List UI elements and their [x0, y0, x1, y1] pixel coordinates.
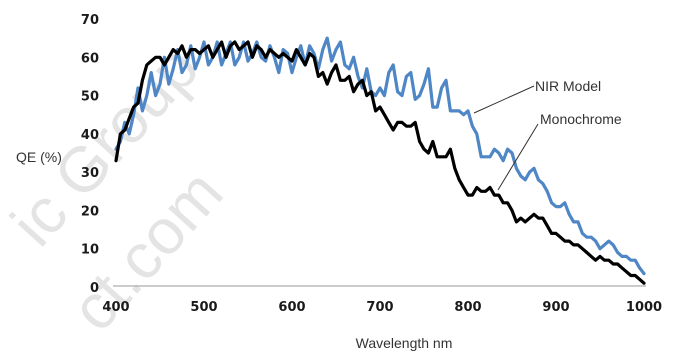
y-tick-label: 70 — [81, 13, 99, 28]
series-line-nir-model — [114, 36, 646, 276]
x-tick-label: 800 — [454, 300, 481, 315]
y-tick-label: 60 — [81, 51, 99, 66]
y-tick-label: 50 — [81, 90, 99, 105]
nir-model-leader-line — [473, 85, 535, 114]
y-tick-label: 40 — [81, 128, 99, 143]
annotation-nir-model: NIR Model — [535, 78, 601, 94]
x-tick-labels: 400 500 600 700 800 900 1000 — [102, 300, 662, 315]
x-axis-label: Wavelength nm — [356, 335, 453, 351]
x-tick-label: 400 — [102, 300, 129, 315]
series-line-monochrome — [114, 40, 646, 285]
y-tick-label: 0 — [90, 281, 99, 296]
annotation-monochrome: Monochrome — [540, 111, 622, 127]
x-tick-label: 1000 — [626, 300, 662, 315]
x-tick-label: 500 — [190, 300, 217, 315]
y-axis-label: QE (%) — [16, 149, 62, 165]
x-tick-label: 900 — [542, 300, 569, 315]
series-layer — [114, 36, 646, 285]
y-tick-labels: 0 10 20 30 40 50 60 70 — [81, 13, 99, 296]
x-tick-label: 600 — [278, 300, 305, 315]
x-tick-label: 700 — [366, 300, 393, 315]
y-tick-label: 20 — [81, 204, 99, 219]
y-tick-label: 10 — [81, 243, 99, 258]
watermark: ic Group ct.com — [0, 31, 237, 344]
annotations: NIR Model Monochrome — [473, 78, 622, 191]
monochrome-leader-line — [497, 123, 539, 191]
y-tick-label: 30 — [81, 166, 99, 181]
